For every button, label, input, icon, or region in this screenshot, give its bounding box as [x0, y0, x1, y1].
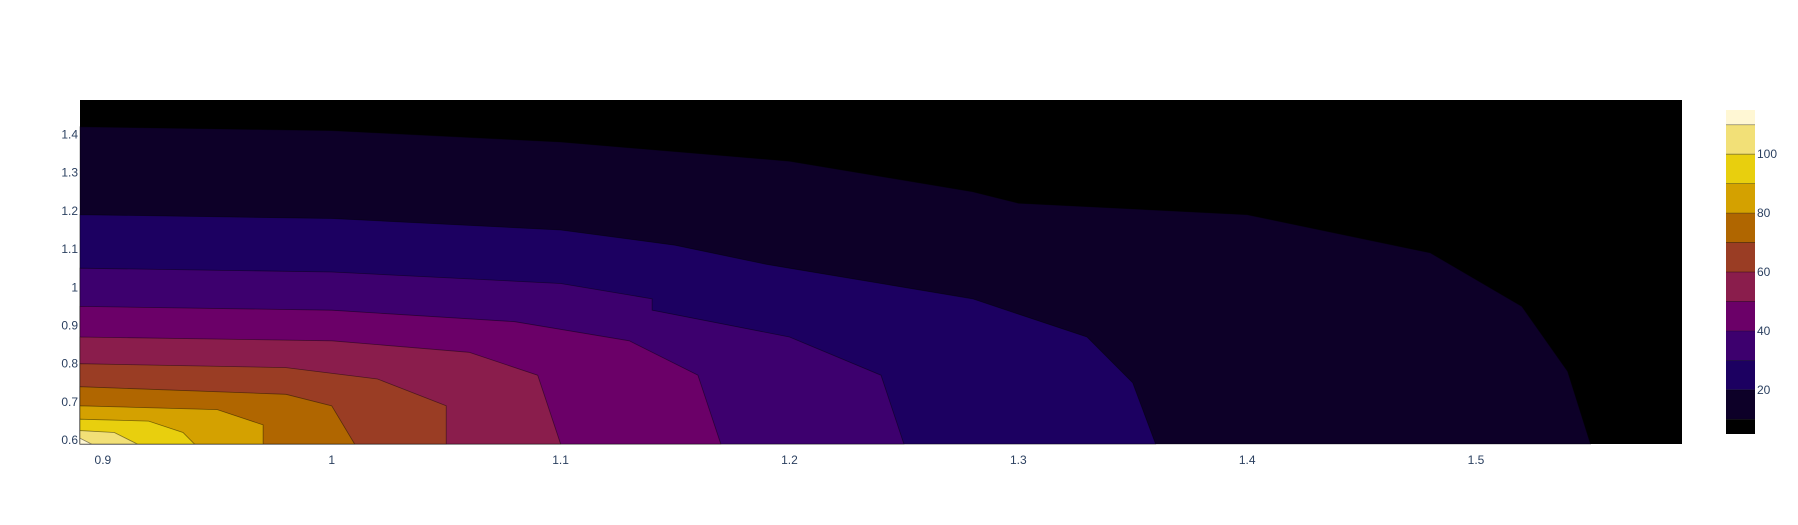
colorbar-segment — [1726, 360, 1755, 390]
x-tick-label: 1.5 — [1468, 453, 1485, 467]
colorbar-segment — [1726, 183, 1755, 214]
y-tick-label: 1.4 — [61, 127, 78, 141]
y-axis: 0.6 0.7 0.8 0.9 1 1.1 1.2 1.3 1.4 — [61, 127, 78, 447]
y-tick-label: 1 — [71, 280, 78, 294]
y-tick-label: 1.1 — [61, 242, 78, 256]
colorbar-segment — [1726, 110, 1755, 125]
colorbar-segment — [1726, 419, 1755, 434]
colorbar-segment — [1726, 213, 1755, 243]
colorbar-segment — [1726, 124, 1755, 155]
y-tick-label: 1.3 — [61, 166, 78, 180]
x-tick-label: 1.1 — [552, 453, 569, 467]
y-tick-label: 0.9 — [61, 319, 78, 333]
y-tick-label: 1.2 — [61, 204, 78, 218]
contour-regions — [79, 126, 1592, 445]
colorbar: 20 40 60 80 100 — [1726, 110, 1777, 434]
colorbar-segment — [1726, 389, 1755, 420]
y-tick-label: 0.6 — [61, 433, 78, 447]
colorbar-segment — [1726, 301, 1755, 331]
x-tick-label: 1.3 — [1010, 453, 1027, 467]
colorbar-segment — [1726, 272, 1755, 302]
colorbar-segment — [1726, 242, 1755, 272]
colorbar-segment — [1726, 154, 1755, 184]
x-tick-label: 1.2 — [781, 453, 798, 467]
y-tick-label: 0.8 — [61, 357, 78, 371]
y-tick-label: 0.7 — [61, 395, 78, 409]
x-tick-label: 1.4 — [1239, 453, 1256, 467]
contour-region-110 — [79, 437, 92, 445]
colorbar-tick-label: 80 — [1757, 206, 1771, 220]
colorbar-tick-label: 60 — [1757, 265, 1771, 279]
colorbar-tick-label: 20 — [1757, 383, 1771, 397]
contour-region-100 — [79, 430, 138, 445]
x-axis: 0.9 1 1.1 1.2 1.3 1.4 1.5 — [95, 453, 1485, 467]
colorbar-tick-label: 100 — [1757, 147, 1777, 161]
x-tick-label: 0.9 — [95, 453, 112, 467]
x-tick-label: 1 — [328, 453, 335, 467]
colorbar-segment — [1726, 330, 1755, 361]
colorbar-tick-label: 40 — [1757, 324, 1771, 338]
